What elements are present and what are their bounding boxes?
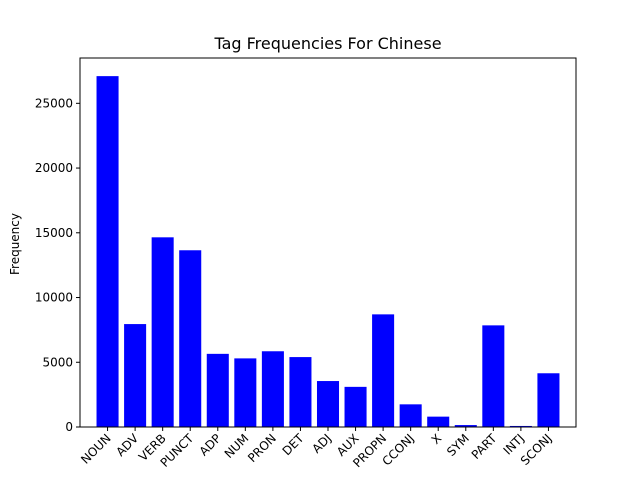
x-tick-label: NOUN [78,431,113,466]
bar-adj [316,381,340,427]
x-tick-label: SYM [444,431,472,459]
x-tick-label: PRON [245,431,279,465]
x-tick-label: PART [469,431,500,462]
bar-part [482,325,505,427]
bar-punct [179,250,202,427]
chart-title: Tag Frequencies For Chinese [213,34,441,53]
x-tick-label: CCONJ [380,431,417,468]
bar-verb [151,237,174,427]
bar-num [234,358,257,427]
bar-det [289,357,312,427]
bar-sym [454,425,477,427]
bar-adp [206,353,229,427]
bar-propn [372,314,395,427]
x-tick-label: X [429,431,445,447]
x-tick-label: DET [280,431,307,458]
bar-adv [124,324,147,427]
y-tick-label: 5000 [42,355,73,369]
x-tick-label: SCONJ [518,431,555,468]
x-tick-label: ADJ [309,431,334,456]
y-tick-label: 10000 [35,291,73,305]
bar-aux [344,386,367,427]
y-tick-label: 20000 [35,161,73,175]
y-tick-label: 0 [65,420,73,434]
y-tick-label: 25000 [35,96,73,110]
y-axis: 0 5000 10000 15000 20000 25000 [35,96,80,434]
y-tick-label: 15000 [35,226,73,240]
bar-pron [261,351,284,427]
bars-group [96,76,560,427]
y-axis-label: Frequency [8,213,22,275]
bar-cconj [399,404,422,427]
bar-sconj [537,373,560,427]
plot-frame [79,57,577,428]
bar-intj [509,425,532,427]
bar-x [427,416,450,427]
bar-noun [96,76,119,427]
x-tick-label: ADP [197,431,224,458]
